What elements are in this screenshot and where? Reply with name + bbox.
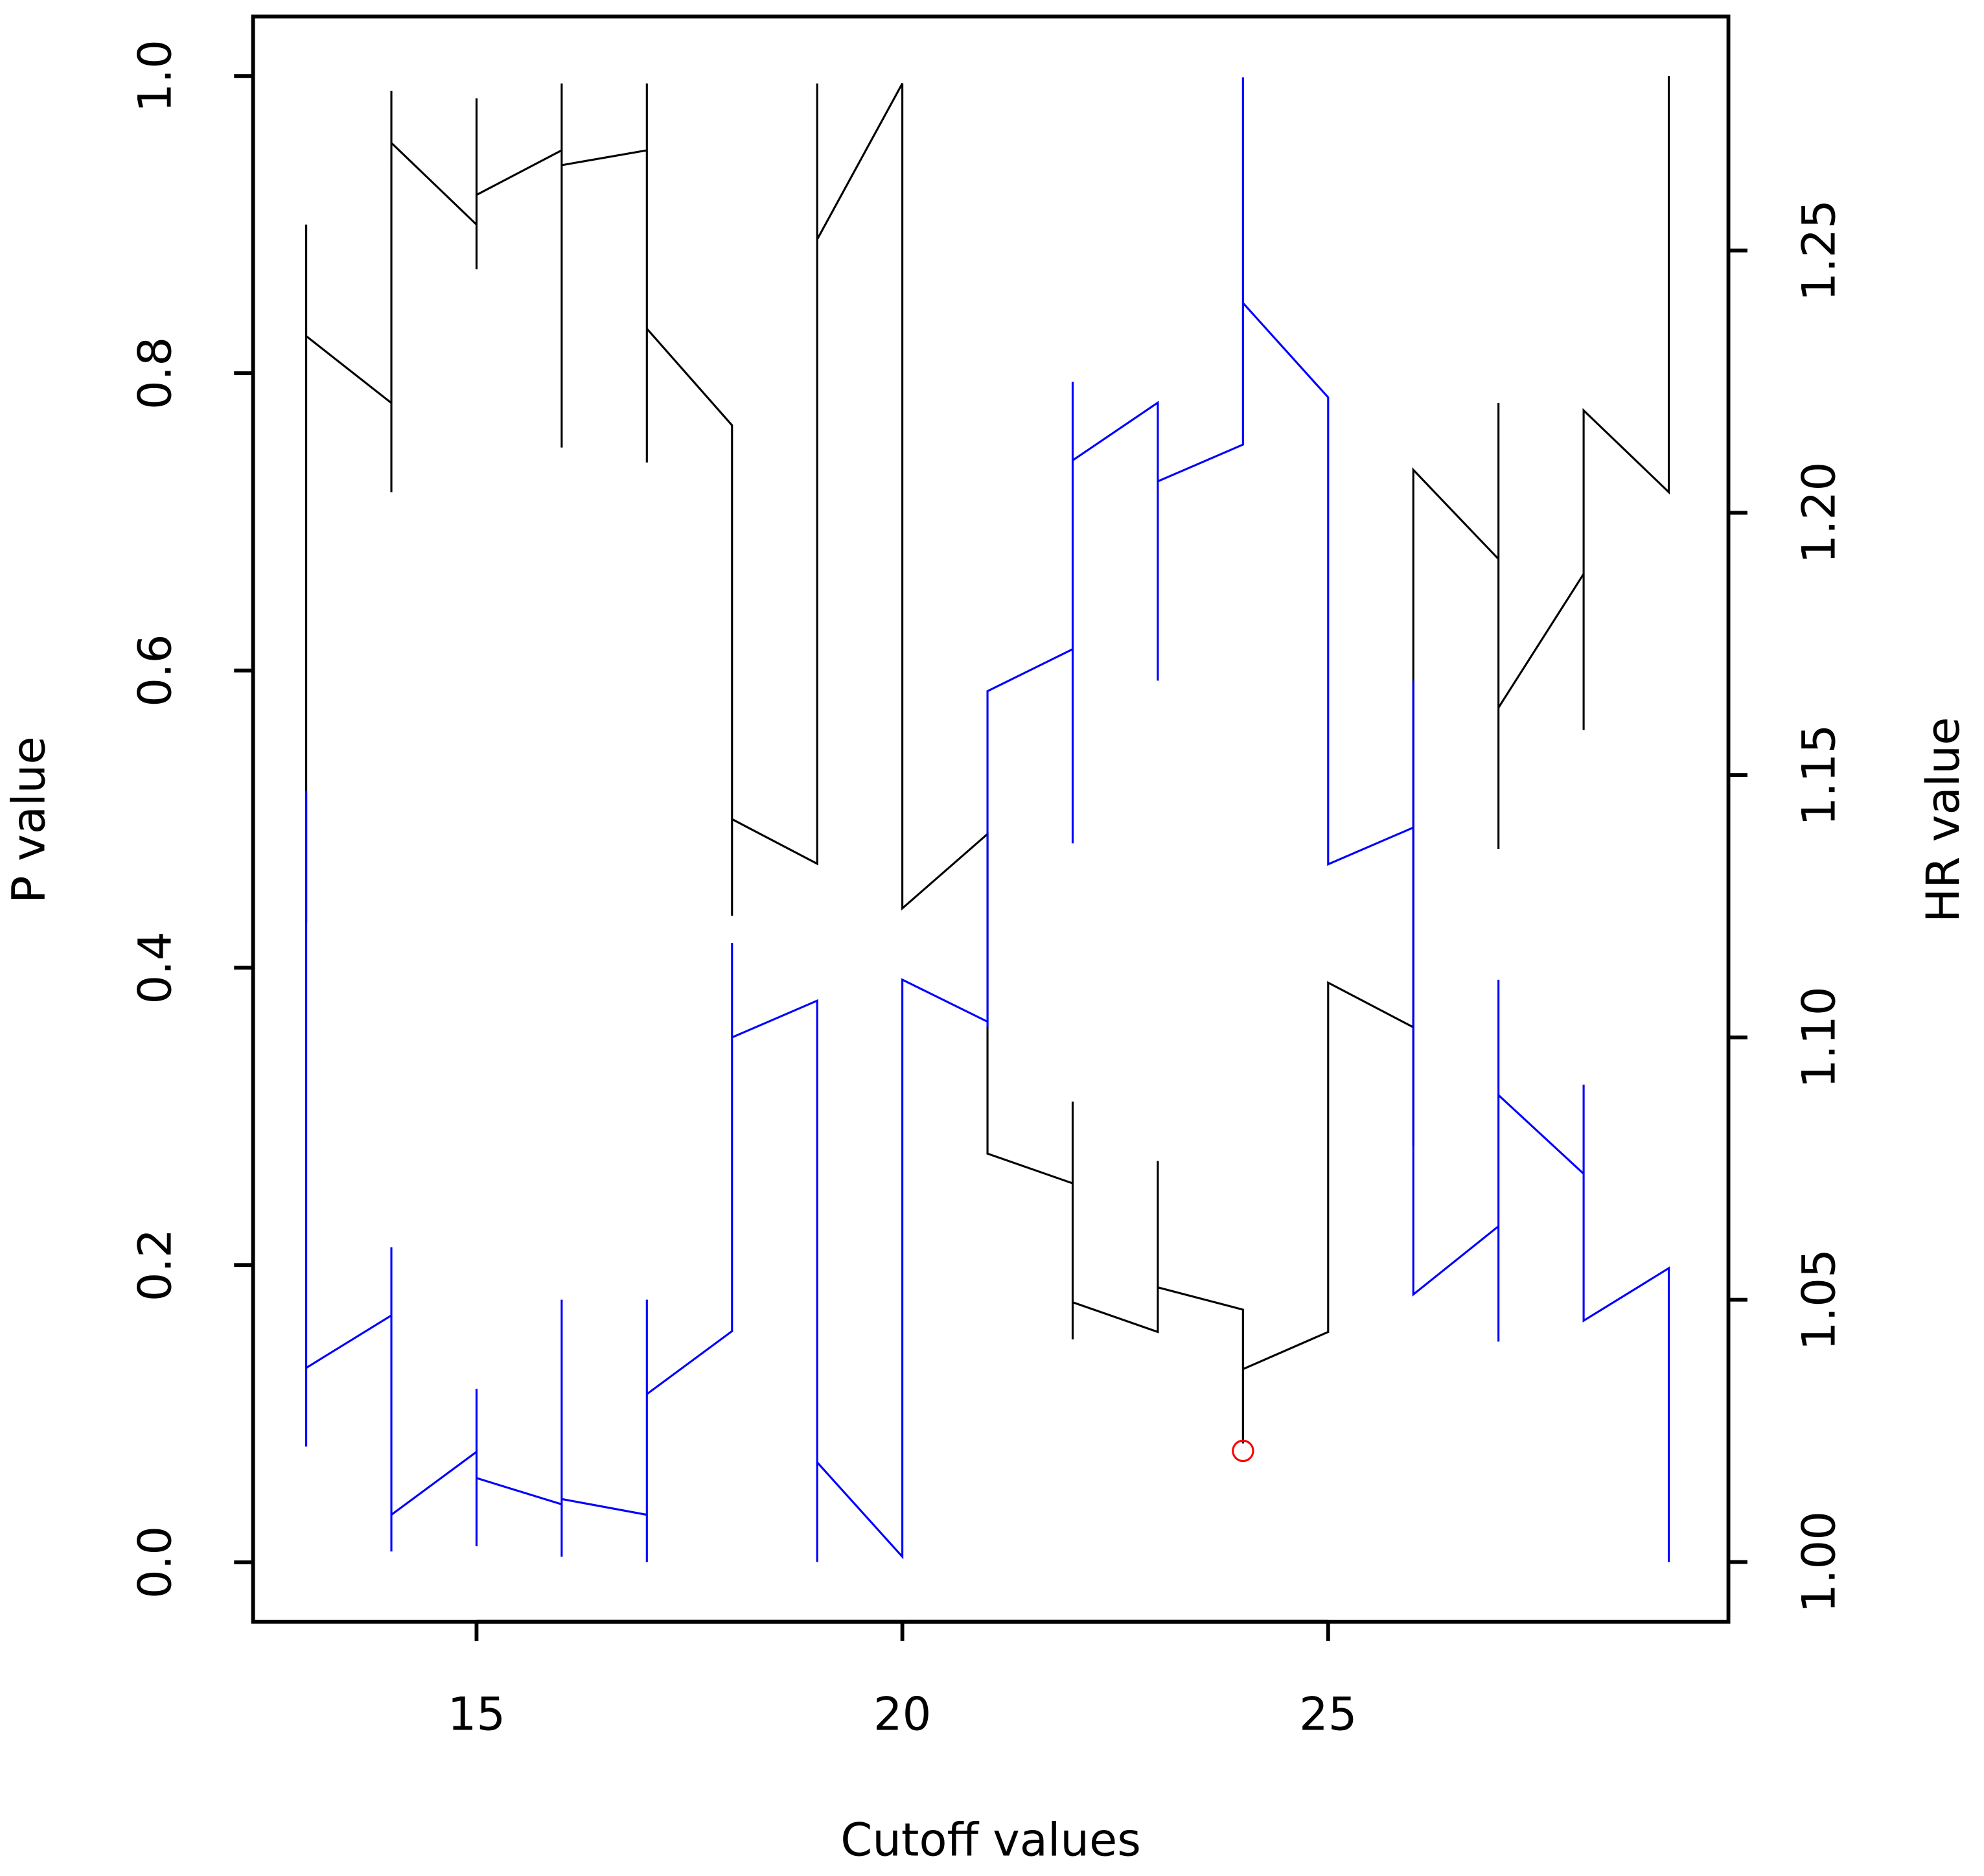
y-tick-label: 0.8 <box>129 337 182 410</box>
y-tick-label: 0.2 <box>129 1229 182 1301</box>
x-tick-label: 25 <box>1299 1687 1357 1741</box>
y-tick-label: 0.0 <box>129 1526 182 1599</box>
x-tick-label: 20 <box>873 1687 931 1741</box>
y-tick-label: 1.0 <box>129 40 182 112</box>
y-tick-label: 0.6 <box>129 634 182 707</box>
y2-tick-label: 1.10 <box>1793 986 1846 1088</box>
y2-tick-label: 1.15 <box>1793 724 1846 826</box>
y2-tick-label: 1.00 <box>1793 1511 1846 1613</box>
y2-axis-title: HR value <box>1917 717 1970 922</box>
highlight-point <box>1232 1439 1254 1463</box>
series-line <box>305 76 1670 1444</box>
x-tick-label: 15 <box>448 1687 505 1741</box>
plot-frame <box>251 14 1731 1624</box>
y2-tick-label: 1.20 <box>1793 462 1846 564</box>
y-axis-title: P value <box>2 736 55 903</box>
x-axis-title: Cutoff values <box>840 1813 1141 1866</box>
y2-tick-label: 1.25 <box>1793 200 1846 301</box>
y-tick-label: 0.4 <box>129 931 182 1004</box>
y2-tick-label: 1.05 <box>1793 1249 1846 1350</box>
series-line <box>305 77 1670 1562</box>
